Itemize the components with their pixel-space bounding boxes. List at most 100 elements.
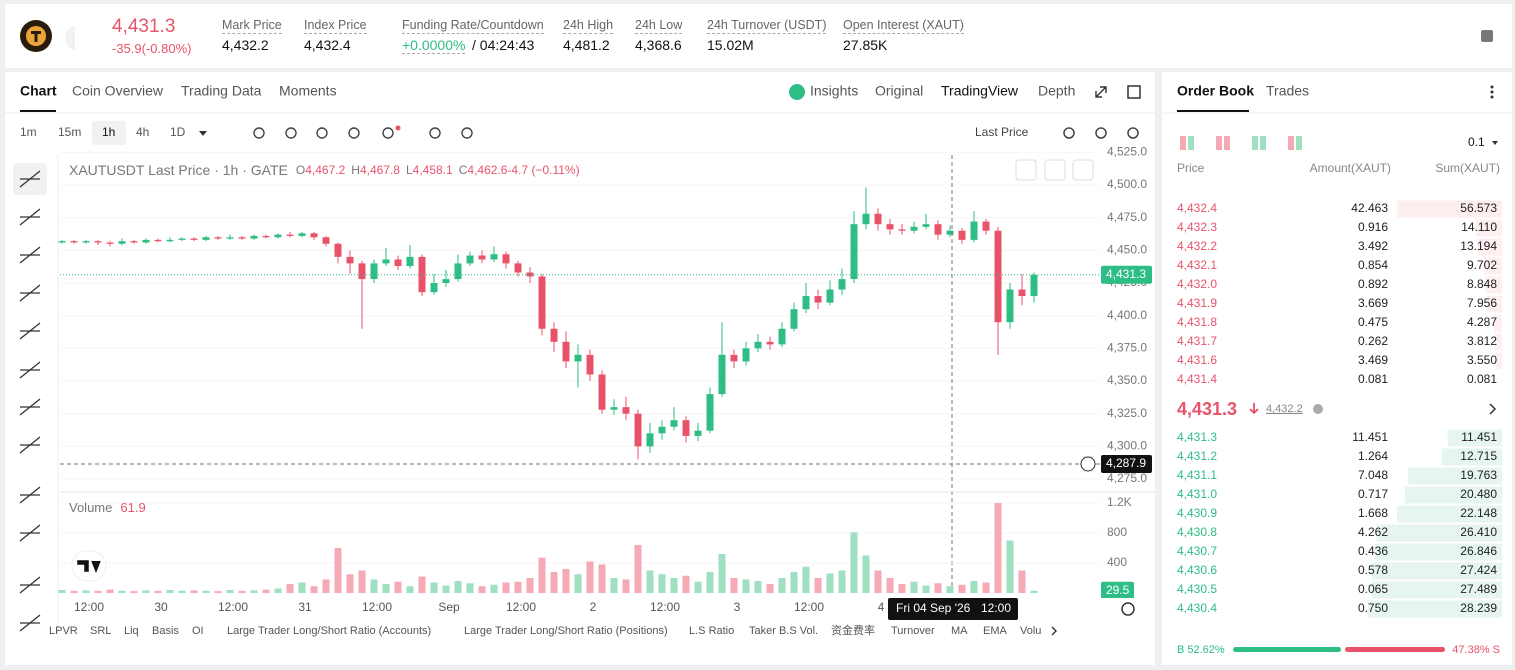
drawing-tool[interactable]: [19, 398, 41, 416]
interval[interactable]: 15m: [58, 125, 81, 139]
depth-bar: [1477, 238, 1502, 256]
candle-body: [214, 237, 222, 239]
sell-ratio-bar: [1345, 647, 1445, 652]
ob-cell: 3.492: [1358, 239, 1388, 253]
chart-tab[interactable]: Coin Overview: [72, 83, 164, 99]
price-source[interactable]: Last Price: [975, 125, 1029, 139]
toolbar-icon[interactable]: [461, 127, 473, 139]
drawing-tool[interactable]: [19, 486, 41, 504]
crosshair-plus[interactable]: [1080, 456, 1096, 472]
indicator[interactable]: Liq: [124, 625, 139, 637]
drawing-tool[interactable]: [19, 284, 41, 302]
book-icon[interactable]: [1478, 27, 1498, 47]
pane-button[interactable]: [1044, 159, 1066, 181]
volume-bar: [142, 590, 150, 593]
x-tick-label: Sep: [438, 600, 460, 614]
x-tick-label: 30: [154, 600, 168, 614]
indicator[interactable]: Large Trader Long/Short Ratio (Positions…: [464, 625, 668, 637]
pane-button[interactable]: [1072, 159, 1094, 181]
ob-precision[interactable]: 0.1: [1468, 135, 1485, 149]
toolbar-icon[interactable]: [348, 127, 360, 139]
pane-button[interactable]: [1015, 159, 1037, 181]
toolbar-icon[interactable]: [253, 127, 265, 139]
indicator[interactable]: 资金费率: [831, 623, 875, 637]
view-tab[interactable]: TradingView: [941, 83, 1019, 99]
indicator[interactable]: EMA: [983, 625, 1008, 637]
indicator[interactable]: LPVR: [49, 625, 78, 637]
ob-view-icon[interactable]: [1252, 136, 1258, 150]
toolbar-icon[interactable]: [1095, 127, 1107, 139]
ob-cell: 4,431.2: [1177, 449, 1217, 463]
indicator[interactable]: Volu: [1020, 625, 1041, 637]
candle-body: [538, 276, 546, 329]
toolbar-icon[interactable]: [285, 127, 297, 139]
ob-cell: 4,431.7: [1177, 334, 1217, 348]
ob-tab[interactable]: Trades: [1266, 83, 1309, 99]
mid-arrow: [1489, 403, 1497, 415]
depth-bar: [1494, 314, 1502, 332]
candle-body: [778, 328, 786, 345]
drawing-tool[interactable]: [19, 524, 41, 542]
candle-body: [478, 255, 486, 260]
drawing-tool[interactable]: [19, 361, 41, 379]
candle-body: [502, 254, 510, 264]
indicator[interactable]: Basis: [152, 625, 179, 637]
candle-body: [958, 230, 966, 240]
ob-view-icon[interactable]: [1216, 136, 1222, 150]
view-tab[interactable]: Original: [875, 83, 923, 99]
indicator[interactable]: L.S Ratio: [689, 625, 734, 637]
drawing-tool[interactable]: [19, 246, 41, 264]
last-price: 4,431.3: [112, 16, 176, 37]
settings-icon[interactable]: [1121, 602, 1135, 616]
volume-legend: Volume 61.9: [69, 500, 146, 515]
indicator[interactable]: Taker B.S Vol.: [749, 625, 818, 637]
interval[interactable]: 1m: [20, 125, 37, 139]
view-tab[interactable]: Insights: [810, 83, 858, 99]
indicator[interactable]: Turnover: [891, 625, 935, 637]
interval[interactable]: 1h: [102, 125, 115, 139]
indicator[interactable]: OI: [192, 625, 204, 637]
drawing-tool[interactable]: [19, 614, 41, 632]
interval[interactable]: 1D: [170, 125, 186, 139]
ob-cell: 4,430.9: [1177, 506, 1217, 520]
ob-view-icon[interactable]: [1288, 136, 1294, 150]
drawing-tool[interactable]: [19, 322, 41, 340]
candle-body: [286, 234, 294, 236]
ob-view-icon[interactable]: [1180, 136, 1186, 150]
toolbar-icon[interactable]: [429, 127, 441, 139]
toolbar-icon[interactable]: [1063, 127, 1075, 139]
chart-tab[interactable]: Moments: [279, 83, 337, 99]
ob-cell: 14.110: [1461, 220, 1497, 234]
toolbar-icon[interactable]: [382, 127, 394, 139]
ob-cell: 3.812: [1467, 334, 1497, 348]
x-tick-label: 12:00: [650, 600, 680, 614]
toolbar-icon[interactable]: [1127, 127, 1139, 139]
drawing-tool[interactable]: [19, 170, 41, 188]
volume-bar: [94, 590, 102, 593]
volume-bar: [286, 583, 294, 593]
candle-body: [658, 426, 666, 434]
indicator[interactable]: Large Trader Long/Short Ratio (Accounts): [227, 625, 431, 637]
candle-body: [250, 235, 258, 239]
drawing-tool[interactable]: [19, 208, 41, 226]
chart-tab[interactable]: Chart: [20, 83, 57, 99]
interval[interactable]: 4h: [136, 125, 149, 139]
ob-cell: 0.578: [1358, 563, 1388, 577]
ob-cell: 1.668: [1358, 506, 1388, 520]
ob-tab[interactable]: Order Book: [1177, 83, 1254, 99]
ob-cell: 9.702: [1467, 258, 1497, 272]
view-tab[interactable]: Depth: [1038, 83, 1075, 99]
volume-bar: [946, 586, 954, 593]
depth-bar: [1374, 543, 1502, 561]
drawing-tool[interactable]: [19, 436, 41, 454]
candle-body: [382, 259, 390, 264]
ob-cell: 4,431.0: [1177, 487, 1217, 501]
candle-body: [262, 235, 270, 238]
indicator[interactable]: MA: [951, 625, 968, 637]
chart-tab[interactable]: Trading Data: [181, 83, 262, 99]
toolbar-icon[interactable]: [316, 127, 328, 139]
indicator[interactable]: SRL: [90, 625, 111, 637]
interval-selected: [92, 121, 126, 145]
drawing-tool[interactable]: [19, 576, 41, 594]
